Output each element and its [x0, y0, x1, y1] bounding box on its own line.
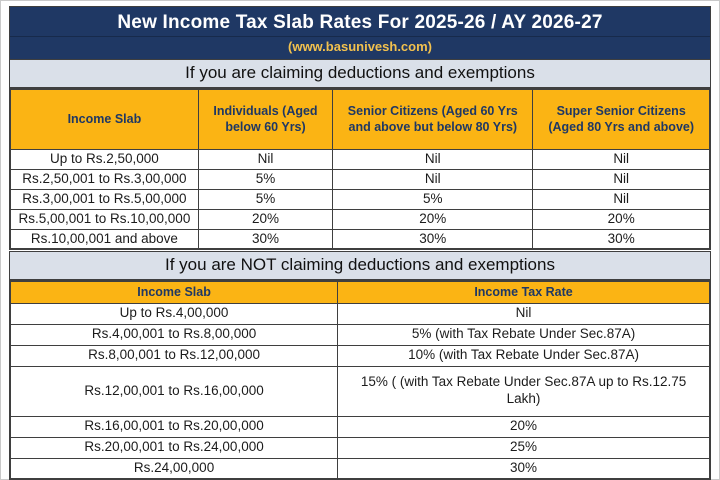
table-row: Rs.12,00,001 to Rs.16,00,000 15% ( (with…: [9, 365, 711, 417]
table-cell: Rs.5,00,001 to Rs.10,00,000: [9, 208, 199, 230]
table-cell: Up to Rs.4,00,000: [9, 302, 339, 325]
table-cell: 30%: [197, 228, 334, 250]
page-title: New Income Tax Slab Rates For 2025-26 / …: [117, 12, 603, 33]
table-cell: 25%: [337, 436, 711, 459]
table-cell: Rs.8,00,001 to Rs.12,00,000: [9, 344, 339, 367]
table-cell: 20%: [197, 208, 334, 230]
table-cell: 20%: [532, 208, 711, 230]
no-deductions-table: Income Slab Income Tax Rate Up to Rs.4,0…: [9, 280, 711, 480]
table-cell: 30%: [332, 228, 534, 250]
table-row: Rs.4,00,001 to Rs.8,00,000 5% (with Tax …: [9, 323, 711, 346]
column-header-individuals: Individuals (Aged below 60 Yrs): [197, 88, 334, 150]
table-cell: Rs.3,00,001 to Rs.5,00,000: [9, 188, 199, 210]
table-cell: Nil: [337, 302, 711, 325]
table-cell: 20%: [337, 415, 711, 438]
table-cell: 5%: [332, 188, 534, 210]
deductions-table: Income Slab Individuals (Aged below 60 Y…: [9, 88, 711, 251]
table-cell: 10% (with Tax Rebate Under Sec.87A): [337, 344, 711, 367]
table-cell: 15% ( (with Tax Rebate Under Sec.87A up …: [337, 365, 711, 417]
table-cell: 5% (with Tax Rebate Under Sec.87A): [337, 323, 711, 346]
column-header-income-slab: Income Slab: [9, 88, 199, 150]
table-cell: 5%: [197, 168, 334, 190]
column-header-senior-citizens: Senior Citizens (Aged 60 Yrs and above b…: [332, 88, 534, 150]
table-row: Rs.2,50,001 to Rs.3,00,000 5% Nil Nil: [9, 168, 711, 190]
table-cell: Rs.4,00,001 to Rs.8,00,000: [9, 323, 339, 346]
table-row: Rs.10,00,001 and above 30% 30% 30%: [9, 228, 711, 250]
table-header-row: Income Slab Income Tax Rate: [9, 280, 711, 304]
table-row: Up to Rs.4,00,000 Nil: [9, 302, 711, 325]
table-cell: Nil: [532, 188, 711, 210]
table-cell: 5%: [197, 188, 334, 210]
table-cell: Nil: [532, 168, 711, 190]
section1-heading: If you are claiming deductions and exemp…: [9, 60, 711, 88]
column-header-income-slab-2: Income Slab: [9, 280, 339, 304]
table-cell: 20%: [332, 208, 534, 230]
table-cell: Rs.2,50,001 to Rs.3,00,000: [9, 168, 199, 190]
table-row: Rs.3,00,001 to Rs.5,00,000 5% 5% Nil: [9, 188, 711, 210]
table-cell: Rs.16,00,001 to Rs.20,00,000: [9, 415, 339, 438]
table-row: Rs.16,00,001 to Rs.20,00,000 20%: [9, 415, 711, 438]
table-cell: Nil: [197, 148, 334, 170]
section2-heading: If you are NOT claiming deductions and e…: [9, 251, 711, 281]
table-header-row: Income Slab Individuals (Aged below 60 Y…: [9, 88, 711, 150]
table-cell: Rs.20,00,001 to Rs.24,00,000: [9, 436, 339, 459]
table-row: Rs.5,00,001 to Rs.10,00,000 20% 20% 20%: [9, 208, 711, 230]
table-cell: Rs.12,00,001 to Rs.16,00,000: [9, 365, 339, 417]
table-cell: 30%: [337, 457, 711, 480]
table-row: Rs.20,00,001 to Rs.24,00,000 25%: [9, 436, 711, 459]
table-cell: Nil: [332, 168, 534, 190]
masthead: New Income Tax Slab Rates For 2025-26 / …: [9, 6, 711, 60]
column-header-super-senior: Super Senior Citizens (Aged 80 Yrs and a…: [532, 88, 711, 150]
table-row: Rs.24,00,000 30%: [9, 457, 711, 480]
table-cell: Nil: [332, 148, 534, 170]
column-header-income-tax-rate: Income Tax Rate: [337, 280, 711, 304]
table-cell: Rs.24,00,000: [9, 457, 339, 480]
table-cell: 30%: [532, 228, 711, 250]
table-cell: Rs.10,00,001 and above: [9, 228, 199, 250]
table-cell: Nil: [532, 148, 711, 170]
table-row: Up to Rs.2,50,000 Nil Nil Nil: [9, 148, 711, 170]
table-cell: Up to Rs.2,50,000: [9, 148, 199, 170]
site-url: (www.basunivesh.com): [10, 36, 710, 59]
table-row: Rs.8,00,001 to Rs.12,00,000 10% (with Ta…: [9, 344, 711, 367]
